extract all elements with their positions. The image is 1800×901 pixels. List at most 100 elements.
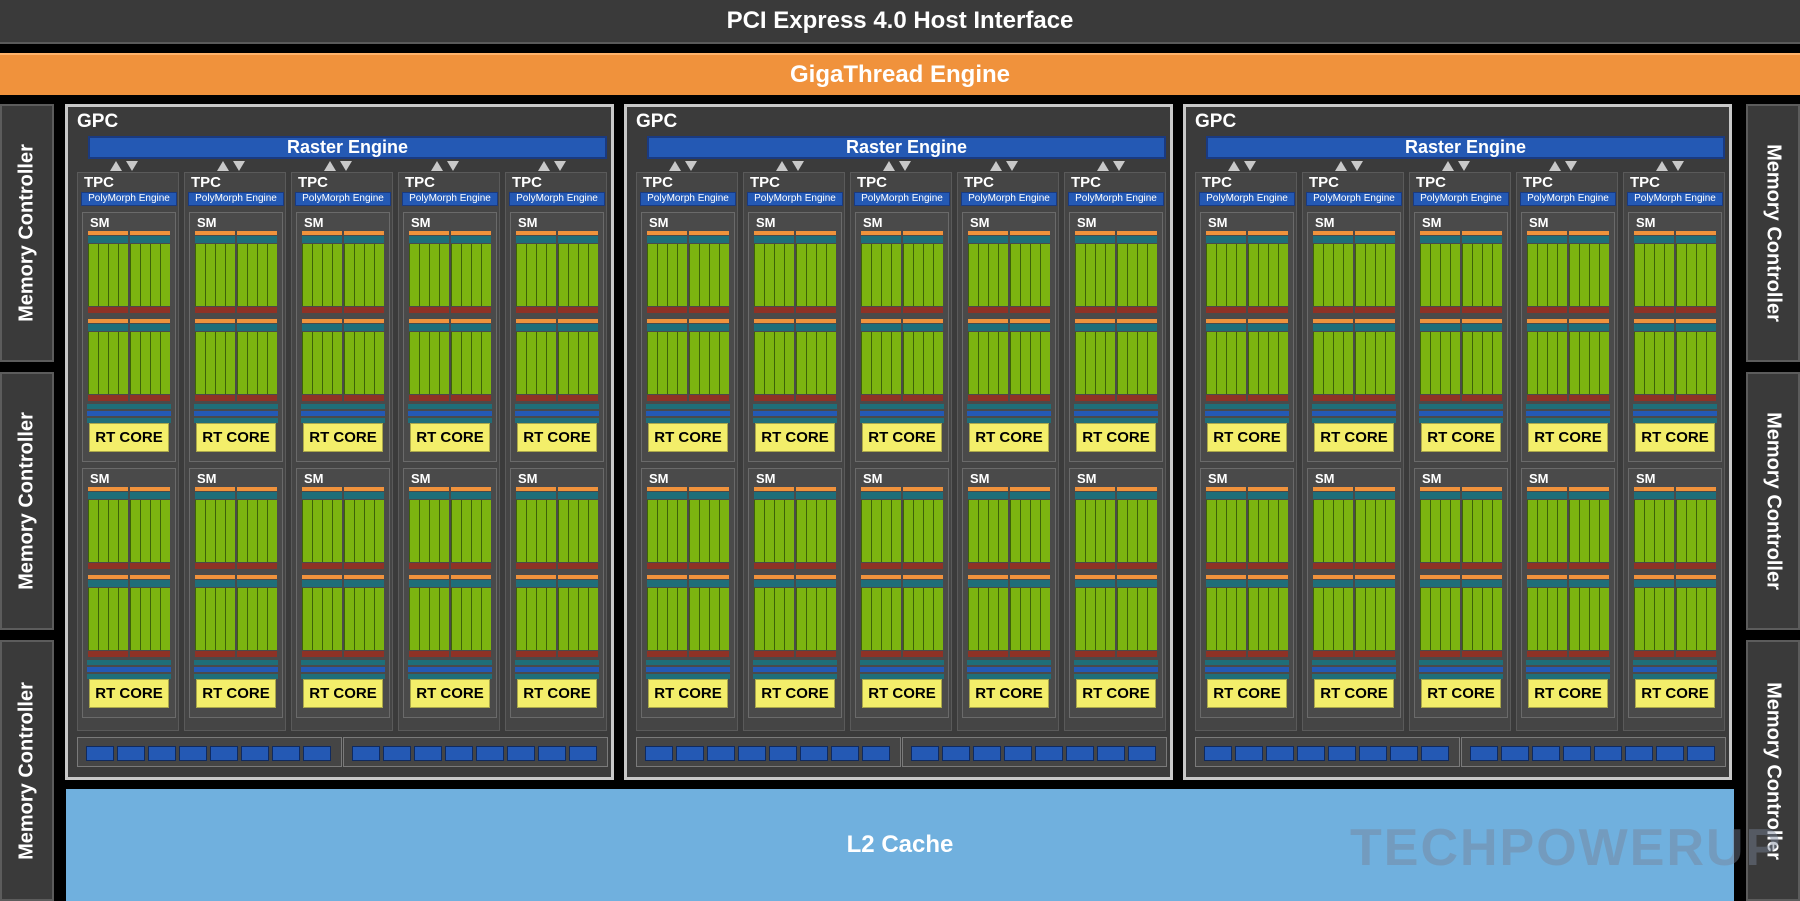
sm-unit-strip	[195, 324, 235, 331]
sm-unit-strip	[1075, 307, 1115, 313]
sm-unit-strip	[1420, 563, 1460, 569]
rt-core: RT CORE	[196, 679, 276, 708]
sm-unit-strip	[302, 236, 342, 243]
sm-unit-strip	[754, 395, 794, 401]
sm-title: SM	[1208, 215, 1228, 230]
rt-core: RT CORE	[648, 423, 728, 452]
sm-unit-strip	[237, 395, 277, 401]
sm-unit-strip	[1420, 324, 1460, 331]
arrow-down-icon	[1458, 161, 1470, 171]
sm-title: SM	[1422, 471, 1442, 486]
sm-cache-strip	[87, 674, 171, 679]
sm-unit-strip	[1010, 492, 1050, 499]
sm-unit-strip	[558, 319, 598, 323]
sm-unit-strip	[344, 492, 384, 499]
sm-unit-strip	[1634, 588, 1674, 650]
sm-processing-block	[451, 319, 491, 403]
sm-unit-strip	[1634, 487, 1674, 491]
sm-unit-strip	[558, 588, 598, 650]
sm-processing-block	[409, 231, 449, 315]
sm-processing-block	[689, 319, 729, 403]
sm-unit-strip	[1355, 231, 1395, 235]
sm-processing-block	[903, 231, 943, 315]
bar-block	[1594, 746, 1622, 761]
sm-unit-strip	[689, 307, 729, 313]
sm-block: SM RT CORE	[403, 212, 497, 462]
sm-unit-strip	[1634, 307, 1674, 313]
rt-core: RT CORE	[196, 423, 276, 452]
sm-unit-strip	[558, 500, 598, 562]
sm-unit-strip	[451, 487, 491, 491]
sm-unit-strip	[1462, 395, 1502, 401]
sm-title: SM	[518, 471, 538, 486]
sm-unit-strip	[1676, 563, 1716, 569]
sm-cache-strip	[1074, 404, 1158, 409]
sm-unit-strip	[903, 580, 943, 587]
sm-unit-strip	[1355, 319, 1395, 323]
bar-block	[1656, 746, 1684, 761]
sm-unit-strip	[647, 588, 687, 650]
memory-controller-label: Memory Controller	[1762, 412, 1785, 590]
rt-core: RT CORE	[89, 423, 169, 452]
sm-unit-strip	[1634, 244, 1674, 306]
sm-unit-strip	[558, 395, 598, 401]
sm-unit-strip	[1313, 651, 1353, 657]
sm-unit-strip	[1355, 563, 1395, 569]
sm-unit-strip	[88, 236, 128, 243]
sm-block: SM RT CORE	[641, 468, 735, 718]
sm-unit-strip	[1462, 319, 1502, 323]
sm-unit-strip	[1420, 244, 1460, 306]
sm-unit-strip	[754, 492, 794, 499]
data-arrows	[429, 161, 461, 173]
gpc-bottom-bar	[1461, 737, 1726, 767]
sm-unit-strip	[647, 500, 687, 562]
sm-unit-strip	[302, 588, 342, 650]
sm-unit-strip	[903, 319, 943, 323]
sm-unit-strip	[558, 324, 598, 331]
sm-unit-strip	[195, 244, 235, 306]
sm-unit-strip	[1355, 492, 1395, 499]
sm-processing-block	[1420, 319, 1460, 403]
arrow-up-icon	[776, 161, 788, 171]
sm-unit-strip	[796, 487, 836, 491]
sm-cache-strip	[408, 660, 492, 665]
sm-unit-strip	[689, 319, 729, 323]
sm-unit-strip	[302, 580, 342, 587]
rt-core: RT CORE	[410, 679, 490, 708]
arrow-up-icon	[1549, 161, 1561, 171]
tpc-title: TPC	[405, 174, 435, 191]
sm-unit-strip	[1569, 324, 1609, 331]
sm-unit-strip	[1010, 487, 1050, 491]
bar-block	[1235, 746, 1263, 761]
arrow-up-icon	[990, 161, 1002, 171]
sm-unit-strip	[1075, 244, 1115, 306]
sm-cache-strip	[1205, 418, 1289, 423]
sm-processing-block	[1010, 319, 1050, 403]
sm-unit-strip	[1117, 651, 1157, 657]
sm-unit-strip	[451, 563, 491, 569]
sm-unit-strip	[1420, 319, 1460, 323]
arrow-up-icon	[110, 161, 122, 171]
sm-processing-block	[344, 231, 384, 315]
sm-processing-block	[861, 231, 901, 315]
sm-unit-strip	[409, 492, 449, 499]
sm-unit-strip	[130, 307, 170, 313]
tpc-block: TPC PolyMorph Engine SM RT CORE SM RT CORE	[505, 172, 607, 731]
sm-unit-strip	[796, 307, 836, 313]
sm-unit-strip	[647, 332, 687, 394]
gpc-block: GPC Raster Engine TPC PolyMorph Engine SM RT …	[65, 104, 614, 780]
tpc-block: TPC PolyMorph Engine SM RT CORE SM RT CORE	[636, 172, 738, 731]
polymorph-engine: PolyMorph Engine	[1068, 192, 1164, 206]
sm-title: SM	[756, 215, 776, 230]
arrow-up-icon	[324, 161, 336, 171]
arrow-up-icon	[669, 161, 681, 171]
sm-unit-strip	[1355, 500, 1395, 562]
sm-unit-strip	[1010, 332, 1050, 394]
rt-core: RT CORE	[1314, 423, 1394, 452]
sm-unit-strip	[237, 236, 277, 243]
sm-unit-strip	[968, 395, 1008, 401]
sm-unit-strip	[344, 580, 384, 587]
sm-unit-strip	[195, 563, 235, 569]
raster-engine: Raster Engine	[1206, 136, 1725, 159]
sm-unit-strip	[754, 588, 794, 650]
